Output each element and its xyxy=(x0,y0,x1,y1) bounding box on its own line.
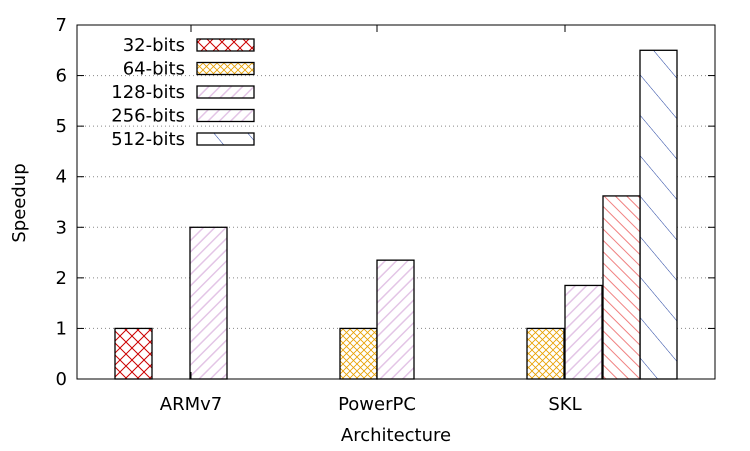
plot-frame xyxy=(76,24,716,380)
legend-swatch xyxy=(196,108,255,123)
bar-256-bits-powerpc xyxy=(376,259,415,380)
y-axis-ticks: 0 1 2 3 4 5 6 7 xyxy=(56,15,715,390)
y-tick-label: 3 xyxy=(56,217,67,238)
y-tick-label: 6 xyxy=(56,66,67,87)
legend-label: 128-bits xyxy=(111,82,185,103)
legend-swatch xyxy=(196,132,255,146)
bar-128-bits-skl xyxy=(564,284,603,380)
legend-swatch xyxy=(196,61,255,76)
y-tick-label: 5 xyxy=(56,116,67,137)
bar-32-bits-armv7 xyxy=(114,327,153,380)
legend-swatch xyxy=(196,38,255,52)
bar-512-bits-skl xyxy=(639,49,678,380)
x-tick-label: ARMv7 xyxy=(160,394,222,415)
y-tick-label: 0 xyxy=(56,369,67,390)
y-tick-label: 2 xyxy=(56,268,67,289)
y-tick-label: 1 xyxy=(56,318,67,339)
legend-swatch xyxy=(196,85,255,99)
legend-label: 256-bits xyxy=(111,106,185,127)
bar-256-bits-armv7 xyxy=(189,226,228,380)
y-tick-label: 7 xyxy=(56,15,67,36)
x-axis-title: Architecture xyxy=(341,425,451,446)
x-axis-ticks: ARMv7 PowerPC SKL xyxy=(160,25,582,415)
legend-label: 64-bits xyxy=(123,59,185,80)
legend-label: 32-bits xyxy=(123,35,185,56)
legend-label: 512-bits xyxy=(111,129,185,150)
bar-extra-skl xyxy=(602,195,641,380)
x-tick-label: PowerPC xyxy=(338,394,416,415)
bar-64-bits-powerpc xyxy=(339,327,378,380)
y-tick-label: 4 xyxy=(56,167,67,188)
bars xyxy=(114,49,678,380)
x-tick-label: SKL xyxy=(548,394,581,415)
bar-64-bits-skl xyxy=(526,327,565,380)
y-axis-title: Speedup xyxy=(9,163,30,242)
